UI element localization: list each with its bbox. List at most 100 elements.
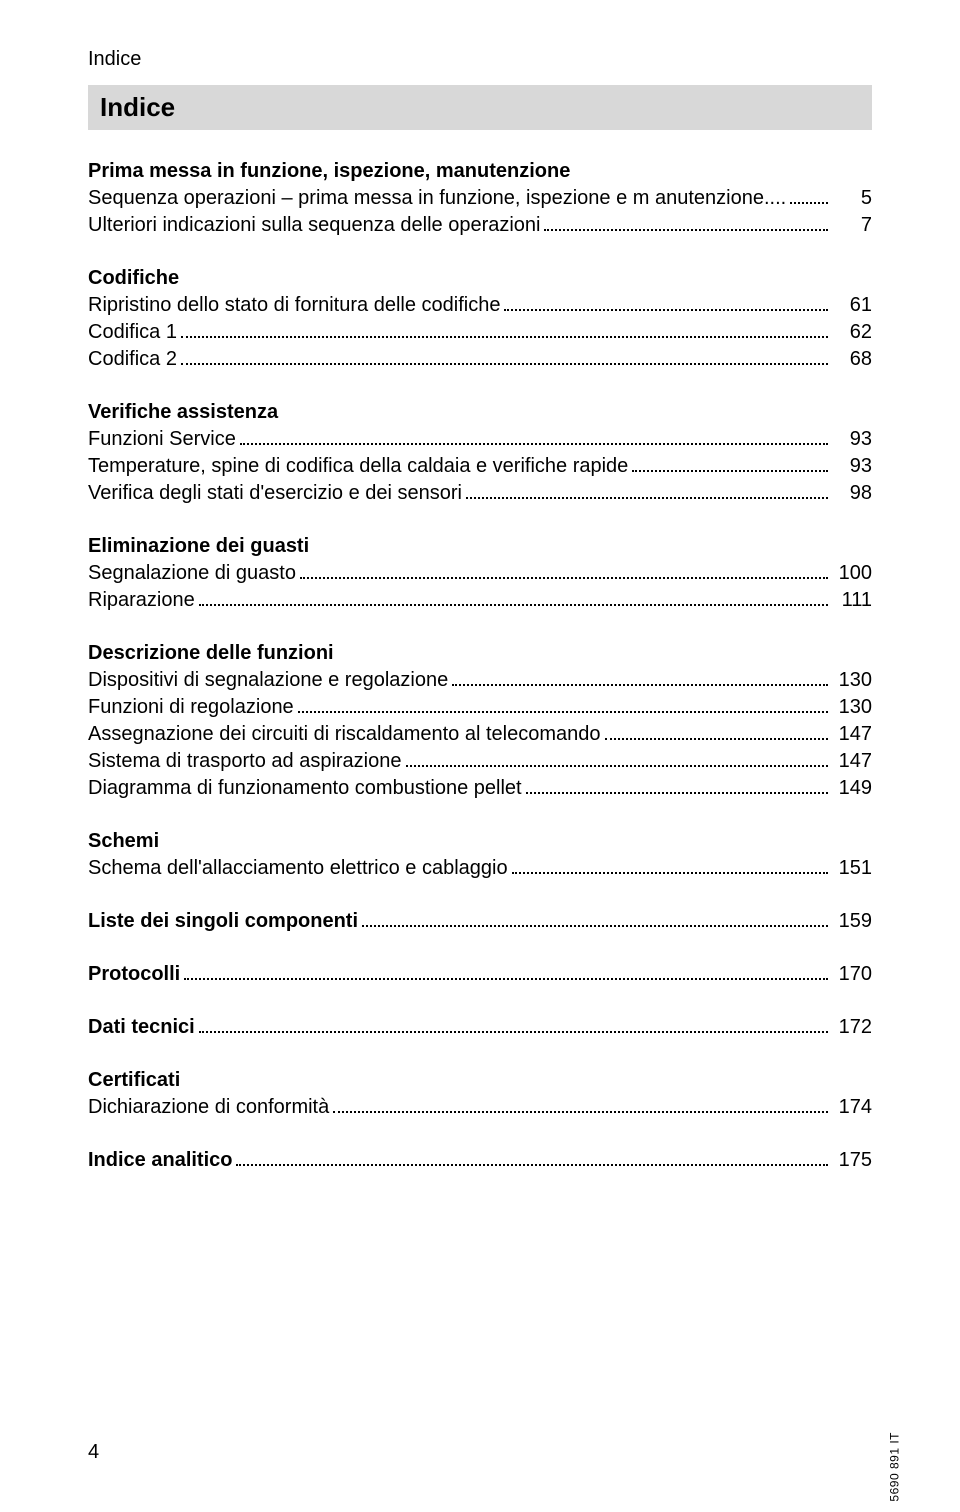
- toc-leader-dots: [406, 765, 829, 767]
- toc-section: Descrizione delle funzioniDispositivi di…: [88, 640, 872, 802]
- toc-entry: Dichiarazione di conformità174: [88, 1094, 872, 1121]
- toc-entry-label: Verifica degli stati d'esercizio e dei s…: [88, 480, 462, 507]
- toc-entry-page: 147: [832, 748, 872, 775]
- title-bar: Indice: [88, 85, 872, 130]
- toc-section-heading: Certificati: [88, 1067, 872, 1094]
- toc-entry: Diagramma di funzionamento combustione p…: [88, 775, 872, 802]
- toc-entry-label: Temperature, spine di codifica della cal…: [88, 453, 628, 480]
- toc-leader-dots: [333, 1111, 828, 1113]
- toc-entry-label: Dati tecnici: [88, 1014, 195, 1041]
- toc-leader-dots: [526, 792, 828, 794]
- toc-entry-label: Protocolli: [88, 961, 180, 988]
- toc-entry: Dati tecnici 172: [88, 1014, 872, 1041]
- toc-entry-label: Assegnazione dei circuiti di riscaldamen…: [88, 721, 601, 748]
- toc-entry: Ulteriori indicazioni sulla sequenza del…: [88, 212, 872, 239]
- toc-section: Indice analitico 175: [88, 1147, 872, 1174]
- toc-entry-page: 68: [832, 346, 872, 373]
- toc-entry-label: Ripristino dello stato di fornitura dell…: [88, 292, 500, 319]
- toc-entry: Riparazione 111: [88, 587, 872, 614]
- toc-leader-dots: [181, 336, 828, 338]
- toc-entry-page: 147: [832, 721, 872, 748]
- toc-section: Eliminazione dei guastiSegnalazione di g…: [88, 533, 872, 614]
- toc-leader-dots: [300, 577, 828, 579]
- toc-entry-label: Codifica 1: [88, 319, 177, 346]
- toc-entry-label: Indice analitico: [88, 1147, 232, 1174]
- toc-entry-label: Funzioni Service: [88, 426, 236, 453]
- toc-entry-label: Liste dei singoli componenti: [88, 908, 358, 935]
- toc-entry-page: 93: [832, 453, 872, 480]
- toc-entry-page: 93: [832, 426, 872, 453]
- toc-section: SchemiSchema dell'allacciamento elettric…: [88, 828, 872, 882]
- toc-entry-label: Sequenza operazioni – prima messa in fun…: [88, 185, 786, 212]
- toc-entry: Temperature, spine di codifica della cal…: [88, 453, 872, 480]
- toc-leader-dots: [199, 1031, 828, 1033]
- toc-leader-dots: [605, 738, 829, 740]
- toc-section-heading: Schemi: [88, 828, 872, 855]
- toc-body: Prima messa in funzione, ispezione, manu…: [88, 158, 872, 1174]
- toc-leader-dots: [362, 925, 828, 927]
- toc-section: CodificheRipristino dello stato di forni…: [88, 265, 872, 373]
- toc-entry: Assegnazione dei circuiti di riscaldamen…: [88, 721, 872, 748]
- toc-entry-page: 5: [832, 185, 872, 212]
- toc-entry-label: Schema dell'allacciamento elettrico e ca…: [88, 855, 508, 882]
- toc-section-heading: Prima messa in funzione, ispezione, manu…: [88, 158, 872, 185]
- toc-section: CertificatiDichiarazione di conformità17…: [88, 1067, 872, 1121]
- toc-entry-page: 151: [832, 855, 872, 882]
- toc-leader-dots: [240, 443, 828, 445]
- toc-section: Liste dei singoli componenti 159: [88, 908, 872, 935]
- toc-entry: Schema dell'allacciamento elettrico e ca…: [88, 855, 872, 882]
- toc-entry-label: Riparazione: [88, 587, 195, 614]
- toc-entry-page: 100: [832, 560, 872, 587]
- toc-entry: Dispositivi di segnalazione e regolazion…: [88, 667, 872, 694]
- toc-entry: Sequenza operazioni – prima messa in fun…: [88, 185, 872, 212]
- page-title: Indice: [100, 92, 860, 123]
- toc-entry-page: 174: [832, 1094, 872, 1121]
- toc-leader-dots: [466, 497, 828, 499]
- toc-entry-label: Dispositivi di segnalazione e regolazion…: [88, 667, 448, 694]
- page-container: Indice Indice Prima messa in funzione, i…: [0, 0, 960, 1248]
- toc-entry: Ripristino dello stato di fornitura dell…: [88, 292, 872, 319]
- toc-entry-label: Funzioni di regolazione: [88, 694, 294, 721]
- toc-entry-page: 61: [832, 292, 872, 319]
- toc-entry: Funzioni Service 93: [88, 426, 872, 453]
- toc-entry: Liste dei singoli componenti 159: [88, 908, 872, 935]
- toc-section: Dati tecnici 172: [88, 1014, 872, 1041]
- toc-leader-dots: [298, 711, 828, 713]
- toc-section: Prima messa in funzione, ispezione, manu…: [88, 158, 872, 239]
- toc-leader-dots: [236, 1164, 828, 1166]
- toc-section: Verifiche assistenzaFunzioni Service93Te…: [88, 399, 872, 507]
- toc-entry-page: 170: [832, 961, 872, 988]
- toc-leader-dots: [504, 309, 828, 311]
- toc-leader-dots: [452, 684, 828, 686]
- toc-entry-label: Ulteriori indicazioni sulla sequenza del…: [88, 212, 540, 239]
- toc-entry: Indice analitico 175: [88, 1147, 872, 1174]
- toc-entry-page: 98: [832, 480, 872, 507]
- toc-leader-dots: [790, 202, 828, 204]
- toc-leader-dots: [184, 978, 828, 980]
- running-head: Indice: [88, 48, 872, 71]
- toc-leader-dots: [544, 229, 828, 231]
- toc-entry-page: 175: [832, 1147, 872, 1174]
- toc-section: Protocolli 170: [88, 961, 872, 988]
- toc-entry-label: Diagramma di funzionamento combustione p…: [88, 775, 522, 802]
- toc-leader-dots: [181, 363, 828, 365]
- toc-entry: Verifica degli stati d'esercizio e dei s…: [88, 480, 872, 507]
- toc-entry: Codifica 2 68: [88, 346, 872, 373]
- toc-entry-label: Segnalazione di guasto: [88, 560, 296, 587]
- toc-entry-page: 7: [832, 212, 872, 239]
- toc-section-heading: Descrizione delle funzioni: [88, 640, 872, 667]
- toc-entry-page: 159: [832, 908, 872, 935]
- toc-section-heading: Codifiche: [88, 265, 872, 292]
- toc-entry: Segnalazione di guasto 100: [88, 560, 872, 587]
- toc-entry-label: Codifica 2: [88, 346, 177, 373]
- toc-entry-page: 172: [832, 1014, 872, 1041]
- toc-entry-page: 62: [832, 319, 872, 346]
- toc-entry-page: 149: [832, 775, 872, 802]
- toc-entry-page: 130: [832, 667, 872, 694]
- toc-entry-page: 111: [832, 587, 872, 614]
- toc-section-heading: Eliminazione dei guasti: [88, 533, 872, 560]
- page-number: 4: [88, 1441, 99, 1464]
- toc-leader-dots: [199, 604, 828, 606]
- toc-leader-dots: [512, 872, 828, 874]
- toc-entry: Protocolli 170: [88, 961, 872, 988]
